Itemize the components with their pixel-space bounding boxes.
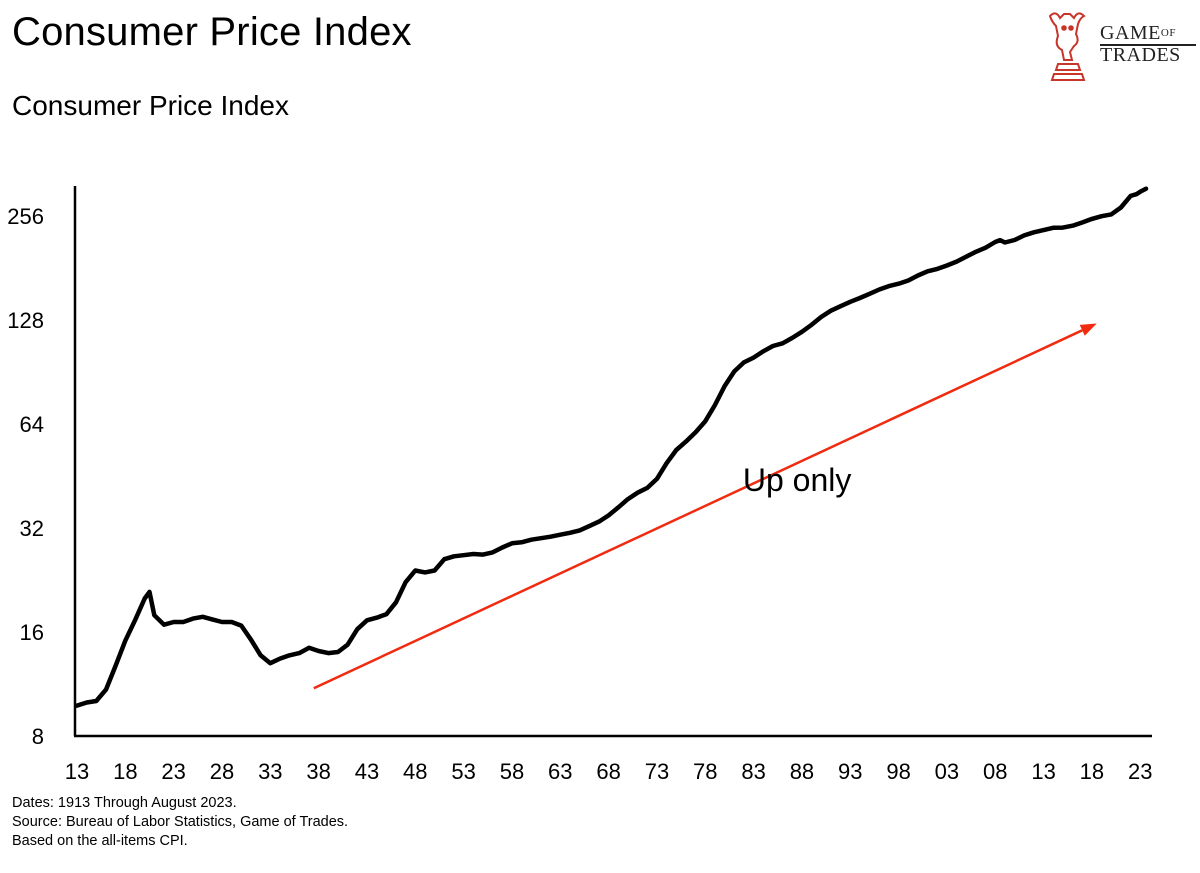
x-tick-label: 68: [596, 759, 620, 784]
x-tick-label: 38: [306, 759, 330, 784]
logo-word-trades: TRADES: [1100, 44, 1181, 66]
x-tick-label: 33: [258, 759, 282, 784]
footnote-method: Based on the all-items CPI.: [12, 833, 188, 849]
x-tick-label: 78: [693, 759, 717, 784]
x-tick-label: 23: [1128, 759, 1152, 784]
x-tick-label: 88: [790, 759, 814, 784]
x-tick-label: 58: [500, 759, 524, 784]
logo-word-game: GAME: [1100, 22, 1161, 44]
x-tick-label: 23: [161, 759, 185, 784]
x-tick-label: 13: [65, 759, 89, 784]
x-tick-label: 53: [451, 759, 475, 784]
x-tick-label: 18: [113, 759, 137, 784]
x-tick-label: 43: [355, 759, 379, 784]
x-tick-label: 03: [935, 759, 959, 784]
chart-subtitle: Consumer Price Index: [12, 90, 290, 121]
logo-word-of: OF: [1160, 27, 1176, 39]
y-tick-label: 256: [7, 204, 44, 229]
trend-arrow-head: [1079, 323, 1097, 336]
x-tick-label: 73: [645, 759, 669, 784]
footnote-dates: Dates: 1913 Through August 2023.: [12, 795, 237, 811]
logo-divider: [1100, 44, 1196, 46]
brand-logo: GAMEOF TRADES: [1040, 6, 1196, 86]
annotation-up-only: Up only: [743, 462, 852, 498]
page-title: Consumer Price Index: [12, 10, 412, 54]
x-tick-label: 83: [741, 759, 765, 784]
x-tick-label: 08: [983, 759, 1007, 784]
y-tick-label: 128: [7, 308, 44, 333]
y-tick-label: 32: [20, 516, 44, 541]
footnotes: Dates: 1913 Through August 2023. Source:…: [12, 794, 348, 851]
x-tick-label: 13: [1031, 759, 1055, 784]
x-tick-label: 98: [886, 759, 910, 784]
x-tick-label: 93: [838, 759, 862, 784]
bull-knight-chess-icon: [1048, 12, 1086, 81]
x-tick-label: 48: [403, 759, 427, 784]
x-tick-label: 63: [548, 759, 572, 784]
y-tick-label: 8: [32, 724, 44, 749]
x-tick-label: 18: [1080, 759, 1104, 784]
footnote-source: Source: Bureau of Labor Statistics, Game…: [12, 814, 349, 830]
cpi-series-line: [74, 186, 1149, 708]
trend-arrow-line: [313, 329, 1083, 690]
y-tick-label: 64: [20, 412, 44, 437]
y-tick-label: 16: [20, 620, 44, 645]
x-tick-label: 28: [210, 759, 234, 784]
